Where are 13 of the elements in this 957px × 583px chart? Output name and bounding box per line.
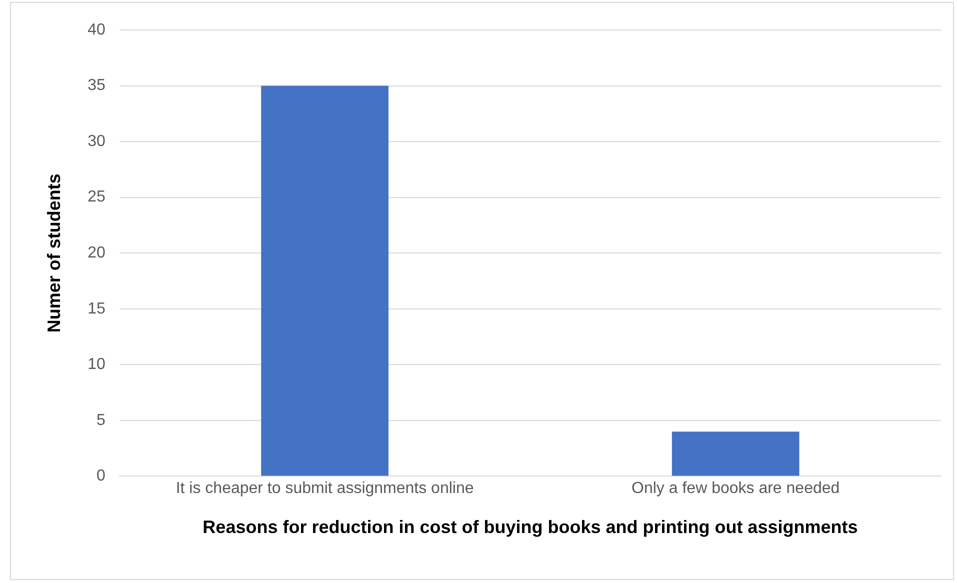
y-axis-title: Numer of students — [44, 174, 64, 333]
y-tick-label: 0 — [96, 468, 106, 485]
y-tick-label: 10 — [88, 356, 106, 374]
y-tick-label: 30 — [88, 132, 106, 150]
y-tick-label: 15 — [88, 300, 106, 318]
y-tick-label: 20 — [88, 244, 106, 262]
y-tick-label: 40 — [88, 21, 106, 38]
y-tick-label: 5 — [96, 412, 106, 429]
x-tick-label: Only a few books are needed — [632, 480, 840, 498]
x-axis-title: Reasons for reduction in cost of buying books and printing out assignments — [202, 517, 858, 538]
y-tick-label: 35 — [88, 77, 106, 94]
x-tick-label: It is cheaper to submit assignments online — [176, 480, 474, 498]
y-tick-label: 25 — [88, 188, 106, 206]
